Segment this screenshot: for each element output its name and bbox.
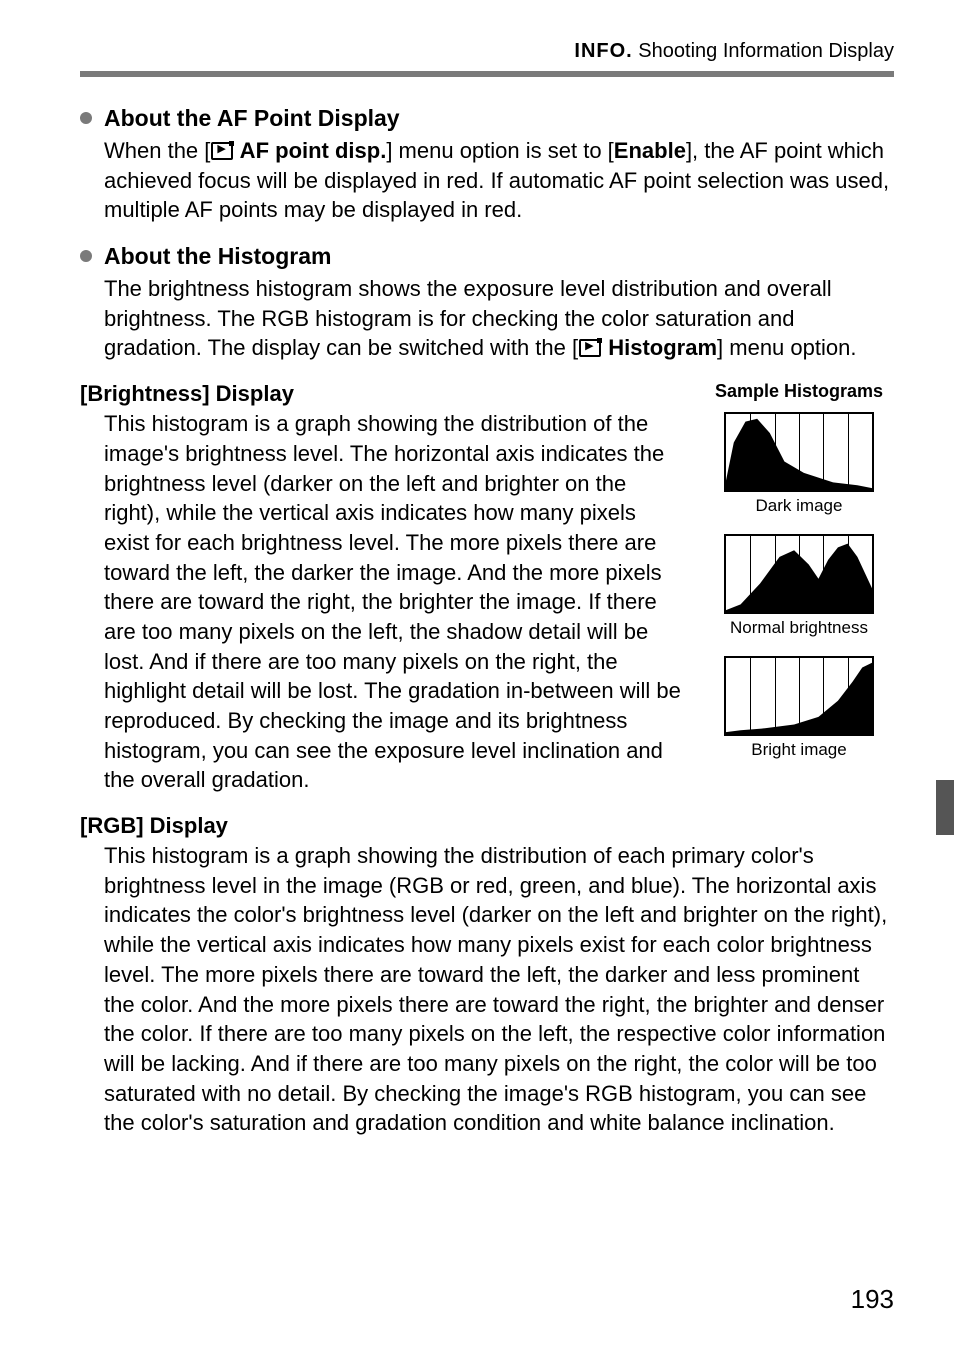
bullet-row: About the AF Point Display [80,105,894,132]
histogram-dark [724,412,874,492]
histogram-bright [724,656,874,736]
bold-text: Enable [614,138,686,163]
text: When the [ [104,138,210,163]
bold-text: Histogram [602,335,717,360]
text: ] menu option is set to [ [386,138,613,163]
bold-text: AF point disp. [234,138,386,163]
histogram-path-normal [726,544,872,612]
playback-menu-icon [579,339,601,357]
section-histogram: About the Histogram The brightness histo… [80,243,894,363]
histogram-svg [726,536,872,612]
section-title: About the AF Point Display [104,105,400,132]
text: ] menu option. [717,335,856,360]
caption-dark: Dark image [704,496,894,516]
section-title: About the Histogram [104,243,331,270]
edge-tab [936,780,954,835]
bullet-row: About the Histogram [80,243,894,270]
section-body: When the [ AF point disp.] menu option i… [104,136,894,225]
caption-bright: Bright image [704,740,894,760]
rgb-body: This histogram is a graph showing the di… [104,841,894,1138]
section-brightness: [Brightness] Display This histogram is a… [80,381,894,795]
histogram-path-dark [726,419,872,490]
bullet-icon [80,112,92,124]
page-number: 193 [851,1284,894,1315]
section-af-point: About the AF Point Display When the [ AF… [80,105,894,225]
page-header: INFO. Shooting Information Display [80,40,894,63]
histogram-svg [726,414,872,490]
col-left: [Brightness] Display This histogram is a… [80,381,686,795]
histogram-svg [726,658,872,734]
bullet-icon [80,250,92,262]
sub-heading: [Brightness] Display [80,381,686,407]
histogram-normal [724,534,874,614]
section-body: The brightness histogram shows the expos… [104,274,894,363]
col-right-samples: Sample Histograms Dark image [704,381,894,778]
info-label: INFO. [574,40,632,62]
header-title-suffix: Shooting Information Display [633,40,894,62]
brightness-body: This histogram is a graph showing the di… [104,409,686,795]
caption-normal: Normal brightness [704,618,894,638]
playback-menu-icon [211,142,233,160]
section-rgb: [RGB] Display This histogram is a graph … [80,813,894,1138]
sample-title: Sample Histograms [704,381,894,402]
header-rule [80,71,894,77]
two-col: [Brightness] Display This histogram is a… [80,381,894,795]
sub-heading: [RGB] Display [80,813,894,839]
histogram-path-bright [726,663,872,734]
